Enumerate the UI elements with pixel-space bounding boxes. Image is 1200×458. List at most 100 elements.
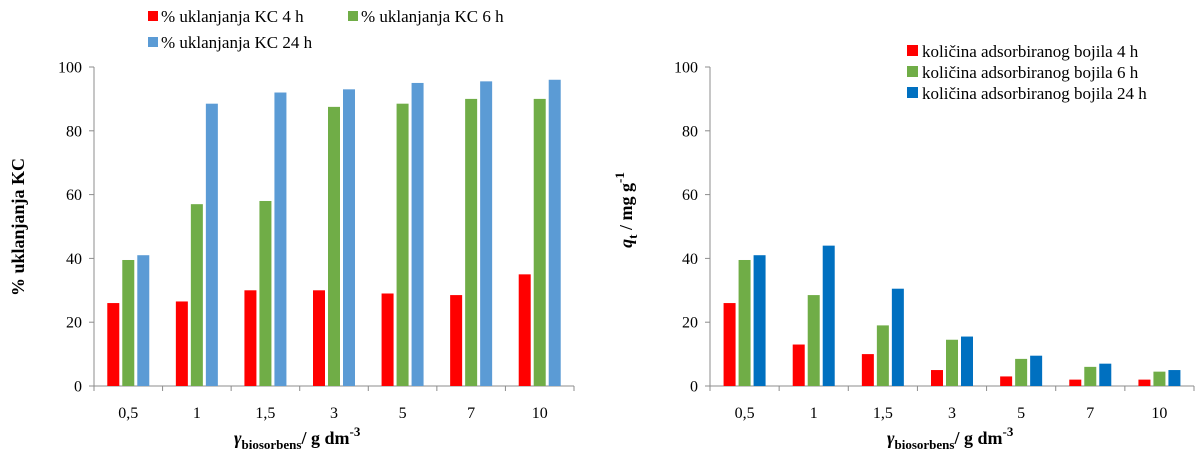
bar-1-1 — [792, 344, 805, 386]
axis-symbol: γ — [234, 428, 242, 448]
bar-3-5 — [1030, 355, 1043, 386]
y-tick-label: 100 — [58, 60, 82, 77]
axis-symbol: q — [616, 239, 636, 248]
x-tick-label: 0,5 — [118, 405, 138, 422]
x-tick-label: 7 — [467, 405, 475, 422]
bar-2-5 — [1015, 358, 1028, 386]
legend-swatch — [907, 45, 918, 56]
bar-2-0-5 — [122, 259, 135, 386]
y-tick-label: 40 — [66, 251, 82, 268]
legend-swatch — [148, 11, 158, 21]
bar-3-7 — [480, 81, 493, 386]
y-tick-label: 0 — [690, 379, 698, 396]
bar-1-7 — [1069, 379, 1082, 386]
bar-2-0-5 — [738, 259, 751, 386]
bar-2-10 — [533, 98, 546, 387]
bar-2-7 — [1084, 366, 1097, 386]
bar-2-7 — [465, 98, 478, 387]
legend-swatch — [148, 37, 158, 47]
axis-symbol: γ — [887, 428, 895, 448]
removal-percentage-chart: 0 20 40 60 80 100 0,5 1 1,5 3 5 7 10 % uklanjanja KC … — [8, 7, 575, 452]
x-tick-label: 10 — [532, 405, 548, 422]
bar-1-3 — [931, 370, 943, 386]
bar-1-0-5 — [723, 303, 736, 386]
bar-3-3 — [961, 336, 973, 386]
bar-1-5 — [1000, 376, 1013, 386]
x-tick-label: 0,5 — [735, 405, 755, 422]
bar-2-1 — [807, 295, 820, 386]
bar-1-1-5 — [861, 354, 874, 386]
bar-2-1 — [190, 204, 203, 386]
y-tick-label: 20 — [682, 315, 698, 332]
x-tick-label: 5 — [399, 405, 407, 422]
axis-superscript: -3 — [1002, 424, 1013, 439]
x-tick-label: 1,5 — [255, 405, 275, 422]
legend-label: količina adsorbiranog bojila 4 h — [922, 42, 1139, 61]
bar-1-3 — [313, 290, 325, 386]
bar-3-1 — [822, 245, 835, 386]
y-tick-label: 80 — [682, 123, 698, 140]
bar-3-5 — [411, 82, 424, 386]
x-axis-title: γbiosorbens/ g dm-3 — [887, 424, 1014, 452]
y-tick-label: 80 — [66, 123, 82, 140]
bar-1-7 — [450, 295, 463, 386]
x-tick-label: 1,5 — [873, 405, 893, 422]
bar-3-7 — [1099, 363, 1112, 386]
legend-label: % uklanjanja KC 4 h — [161, 7, 304, 26]
bar-3-10 — [548, 79, 561, 386]
bar-2-5 — [396, 103, 409, 386]
axis-unit: / g dm — [953, 428, 1002, 448]
bar-1-1-5 — [244, 290, 257, 386]
y-tick-label: 60 — [682, 187, 698, 204]
axis-superscript: -3 — [349, 424, 360, 439]
y-tick-label: 60 — [66, 187, 82, 204]
y-tick-label: 0 — [74, 379, 82, 396]
legend-label: količina adsorbiranog bojila 6 h — [922, 63, 1139, 82]
x-tick-label: 1 — [810, 405, 818, 422]
right-chart-panel: 0 20 40 60 80 100 0,5 1 1,5 3 5 7 10 količina adsorbi… — [600, 0, 1200, 458]
legend-swatch — [907, 66, 918, 77]
legend-swatch — [907, 87, 918, 98]
bar-1-5 — [381, 293, 394, 386]
legend-label: količina adsorbiranog bojila 24 h — [922, 84, 1147, 103]
bar-1-10 — [518, 274, 531, 386]
bar-3-1-5 — [891, 288, 904, 386]
x-tick-label: 3 — [330, 405, 338, 422]
x-tick-label: 7 — [1086, 405, 1094, 422]
legend-label: % uklanjanja KC 24 h — [161, 33, 313, 52]
legend-swatch — [348, 11, 358, 21]
bar-3-3 — [343, 89, 355, 386]
bar-2-1-5 — [259, 200, 272, 386]
axis-unit: / mg g — [616, 183, 636, 235]
y-tick-label: 20 — [66, 315, 82, 332]
y-axis-title: % uklanjanja KC — [8, 158, 28, 296]
y-tick-label: 40 — [682, 251, 698, 268]
y-tick-label: 100 — [674, 60, 698, 77]
x-tick-label: 1 — [193, 405, 201, 422]
bar-2-3 — [946, 339, 958, 386]
bar-1-1 — [175, 301, 188, 386]
left-chart-panel: 0 20 40 60 80 100 0,5 1 1,5 3 5 7 10 % uklanjanja KC … — [8, 7, 575, 452]
legend-label: % uklanjanja KC 6 h — [361, 7, 504, 26]
bar-2-10 — [1153, 371, 1166, 386]
bar-2-1-5 — [876, 325, 889, 386]
bar-1-10 — [1138, 379, 1151, 386]
axis-superscript: -1 — [612, 172, 627, 183]
bar-3-1 — [205, 103, 218, 386]
y-axis-title: qt / mg g-1 — [612, 172, 640, 248]
axis-subscript: t — [625, 234, 640, 239]
x-tick-label: 10 — [1151, 405, 1167, 422]
bar-3-1-5 — [274, 92, 287, 387]
bar-3-10 — [1168, 370, 1181, 386]
x-tick-label: 5 — [1017, 405, 1025, 422]
axis-subscript: biosorbens — [895, 437, 955, 452]
bar-3-0-5 — [137, 255, 150, 386]
bar-1-0-5 — [107, 303, 120, 386]
axis-unit: / g dm — [300, 428, 349, 448]
bar-2-3 — [328, 106, 340, 386]
axis-subscript: biosorbens — [242, 437, 302, 452]
x-tick-label: 3 — [948, 405, 956, 422]
adsorbed-dye-quantity-chart: 0 20 40 60 80 100 0,5 1 1,5 3 5 7 10 količina adsorbi… — [612, 42, 1195, 452]
x-axis-title: γbiosorbens/ g dm-3 — [234, 424, 361, 452]
bar-3-0-5 — [753, 255, 766, 386]
